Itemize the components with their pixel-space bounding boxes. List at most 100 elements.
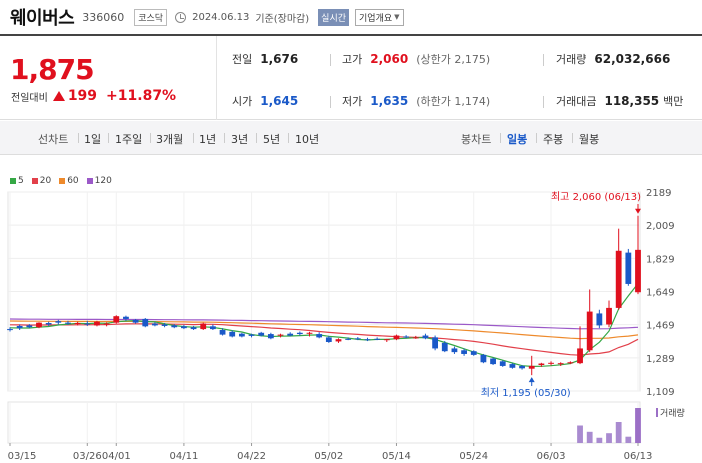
tab-divider <box>224 133 225 143</box>
candle-body <box>364 339 371 341</box>
candle-body <box>200 323 207 330</box>
volume-bar <box>606 433 612 443</box>
x-tick-label: 03/26 <box>73 451 102 462</box>
tab-3y[interactable]: 3년 <box>231 133 249 146</box>
volume-bar <box>635 408 641 443</box>
candle-body <box>470 351 477 355</box>
candle-body <box>16 325 23 329</box>
arrow-up-icon <box>528 377 535 383</box>
annotations: 최고 2,060 (06/13) 최저 1,195 (05/30) 거래량 <box>481 191 685 419</box>
y-tick-label: 1,109 <box>646 387 675 398</box>
tab-1y[interactable]: 1년 <box>199 133 217 146</box>
tab-divider <box>150 133 151 143</box>
tab-10y[interactable]: 10년 <box>295 133 320 146</box>
high-price: 고가 2,060 (상한가 2,175) <box>342 51 490 67</box>
volume-pane-frame <box>7 401 641 444</box>
legend-label: 60 <box>67 176 79 186</box>
tab-divider <box>256 133 257 143</box>
candle-body <box>306 332 313 334</box>
x-tick-label: 06/03 <box>537 451 566 462</box>
low-label: 저가 <box>342 95 363 108</box>
arrow-down-icon <box>635 208 641 214</box>
cell-divider <box>543 96 544 108</box>
x-tick-label: 04/11 <box>169 451 198 462</box>
candle-body <box>345 338 352 340</box>
company-info-dropdown[interactable]: 기업개요 ▼ <box>355 8 404 26</box>
candle-body <box>606 307 612 325</box>
legend-label: 5 <box>18 176 24 186</box>
candle-body <box>113 316 120 323</box>
candle-body <box>258 332 265 336</box>
tab-monthly[interactable]: 월봉 <box>579 133 600 146</box>
candle-body <box>441 342 448 352</box>
chart-tabs: 선차트 1일 1주일 3개월 1년 3년 5년 10년 봉차트 일봉 주봉 월봉 <box>0 121 702 155</box>
tab-divider <box>500 133 501 143</box>
volume-bars <box>577 408 641 443</box>
volume-bar <box>625 436 632 443</box>
realtime-button[interactable]: 실시간 <box>318 8 350 26</box>
candle-body <box>461 350 467 354</box>
candle-body <box>7 329 13 331</box>
ma-line <box>9 323 639 356</box>
candle-body <box>374 338 381 340</box>
stock-name: 웨이버스 <box>10 8 75 29</box>
tab-divider <box>78 133 79 143</box>
y-tick-label: 1,649 <box>646 288 675 299</box>
x-tick-label: 04/01 <box>102 451 131 462</box>
tab-1d[interactable]: 1일 <box>84 133 102 146</box>
candle-body <box>209 326 216 330</box>
candle-body <box>325 337 332 342</box>
annotation-high: 최고 2,060 (06/13) <box>551 191 641 203</box>
x-tick-label: 04/22 <box>237 451 266 462</box>
candle-body <box>238 333 245 337</box>
upper-limit: (상한가 2,175) <box>416 53 491 66</box>
low-value: 1,635 <box>370 94 409 108</box>
legend-swatch <box>31 178 38 184</box>
change-amount: 199 <box>67 88 98 104</box>
candles <box>7 215 641 376</box>
candle-body <box>36 322 42 328</box>
legend-swatch <box>10 178 16 184</box>
trade-amount: 거래대금 118,355 백만 <box>556 93 683 109</box>
tab-3m[interactable]: 3개월 <box>156 133 184 146</box>
candle-body <box>248 334 255 336</box>
volume-bar <box>596 437 603 443</box>
amount-unit: 백만 <box>663 95 684 108</box>
prev-close-label: 전일 <box>232 53 253 66</box>
candle-body <box>354 338 361 340</box>
cell-divider <box>543 54 544 66</box>
x-tick-label: 05/24 <box>459 451 488 462</box>
candle-body <box>432 337 439 349</box>
ma-legend: 5 20 60 120 <box>10 176 112 186</box>
candle-body <box>509 364 516 368</box>
candle-body <box>152 323 158 326</box>
tab-1w[interactable]: 1주일 <box>115 133 143 146</box>
candle-body <box>316 334 323 338</box>
candle-body <box>480 354 487 363</box>
tab-divider <box>193 133 194 143</box>
candle-body <box>26 325 33 328</box>
high-label: 고가 <box>342 53 363 66</box>
x-tick-label: 05/14 <box>382 451 411 462</box>
volume-bar <box>586 431 593 443</box>
tab-daily[interactable]: 일봉 <box>507 133 528 146</box>
tab-5y[interactable]: 5년 <box>263 133 281 146</box>
open-price: 시가 1,645 <box>232 93 298 109</box>
candle-body <box>451 348 458 353</box>
candle-body <box>296 332 303 335</box>
candle-body <box>74 323 81 325</box>
line-chart-label: 선차트 <box>38 133 69 146</box>
cell-divider <box>330 96 331 108</box>
candle-body <box>103 323 110 325</box>
tab-weekly[interactable]: 주봉 <box>543 133 564 146</box>
candle-body <box>393 335 400 340</box>
legend-label: 20 <box>39 176 52 186</box>
candle-body <box>55 321 62 323</box>
candle-body <box>615 250 622 308</box>
volume-value: 62,032,666 <box>594 52 671 66</box>
change-percent: +11.87% <box>106 88 177 104</box>
volume-legend-swatch <box>656 408 658 417</box>
amount-label: 거래대금 <box>556 95 597 108</box>
tab-divider <box>536 133 537 143</box>
